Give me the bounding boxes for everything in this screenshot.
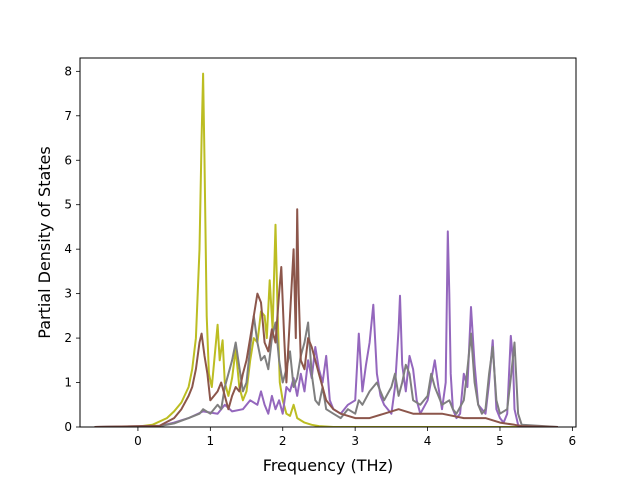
y-tick-label: 3 bbox=[64, 287, 72, 301]
series-line-3 bbox=[94, 314, 558, 427]
y-tick-label: 1 bbox=[64, 376, 72, 390]
x-tick-label: 2 bbox=[279, 434, 287, 448]
y-tick-label: 4 bbox=[64, 242, 72, 256]
series-line-4 bbox=[94, 208, 558, 427]
x-tick-label: 0 bbox=[134, 434, 142, 448]
y-tick-label: 8 bbox=[64, 64, 72, 78]
x-tick-label: 6 bbox=[569, 434, 577, 448]
y-tick-label: 6 bbox=[64, 153, 72, 167]
x-tick-label: 1 bbox=[207, 434, 215, 448]
x-axis-label: Frequency (THz) bbox=[263, 456, 393, 475]
axes-frame bbox=[79, 57, 577, 428]
x-tick-label: 3 bbox=[351, 434, 359, 448]
ticks-layer: 0 1 2 3 4 5 6 0 1 2 3 4 5 6 7 8 bbox=[64, 64, 576, 448]
series-layer bbox=[94, 72, 558, 427]
y-axis-label: Partial Density of States bbox=[35, 146, 54, 338]
y-tick-label: 7 bbox=[64, 109, 72, 123]
y-tick-label: 2 bbox=[64, 331, 72, 345]
y-tick-label: 5 bbox=[64, 198, 72, 212]
x-tick-label: 4 bbox=[424, 434, 432, 448]
x-tick-label: 5 bbox=[496, 434, 504, 448]
y-tick-label: 0 bbox=[64, 420, 72, 434]
